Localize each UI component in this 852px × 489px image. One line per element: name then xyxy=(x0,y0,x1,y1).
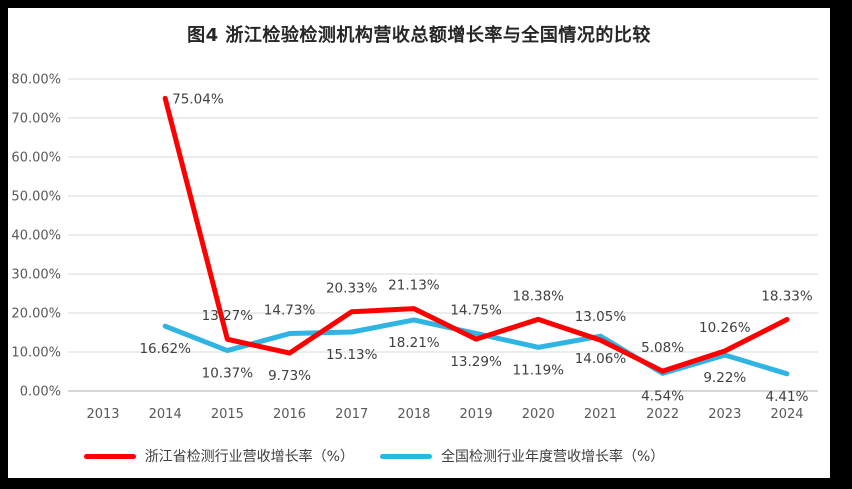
y-axis-tick-label: 40.00% xyxy=(11,229,61,244)
data-point-label: 10.37% xyxy=(202,366,254,382)
series-line xyxy=(162,317,790,377)
data-point-label: 14.75% xyxy=(450,302,502,318)
x-axis-tick-label: 2017 xyxy=(335,407,368,422)
data-point-label: 20.33% xyxy=(326,281,378,297)
data-point-label: 18.33% xyxy=(761,289,813,305)
series-line xyxy=(162,95,790,374)
x-axis-tick-label: 2022 xyxy=(646,407,679,422)
y-axis-tick-label: 60.00% xyxy=(11,151,61,166)
data-point-label: 15.13% xyxy=(326,347,378,363)
chart-card: 0.00% 10.00% 20.00% 30.00% 40.00% 50.00% 60.00… xyxy=(8,8,830,478)
x-axis-tick-label: 2016 xyxy=(273,407,306,422)
data-point-label: 9.73% xyxy=(268,368,311,384)
data-point-label: 14.06% xyxy=(575,351,627,367)
x-axis-tick-label: 2021 xyxy=(584,407,617,422)
data-point-label: 4.41% xyxy=(766,389,809,405)
data-point-label: 9.22% xyxy=(703,370,746,386)
x-axis-tick-label: 2013 xyxy=(86,407,119,422)
data-point-label: 18.21% xyxy=(388,335,440,351)
y-axis-tick-label: 20.00% xyxy=(11,307,61,322)
data-point-label: 13.29% xyxy=(450,354,502,370)
x-axis-tick-label: 2015 xyxy=(211,407,244,422)
x-axis-tick-label: 2024 xyxy=(770,407,803,422)
data-point-label: 18.38% xyxy=(513,288,565,304)
x-axis-tick-label: 2023 xyxy=(708,407,741,422)
legend-swatch-national-line xyxy=(380,453,432,459)
y-axis-tick-label: 70.00% xyxy=(11,112,61,127)
legend-item-zhejiang: 浙江省检测行业营收增长率（%） xyxy=(83,446,354,466)
data-point-label: 75.04% xyxy=(172,91,224,107)
chart-canvas: 0.00% 10.00% 20.00% 30.00% 40.00% 50.00% 60.00… xyxy=(11,73,818,422)
x-axis-tick-label: 2020 xyxy=(522,407,555,422)
y-axis-tick-label: 50.00% xyxy=(11,190,61,205)
data-point-label: 16.62% xyxy=(139,341,191,357)
legend-label-national: 全国检测行业年度营收增长率（%） xyxy=(441,449,665,465)
y-axis-tick-label: 80.00% xyxy=(11,73,61,88)
x-axis-tick-label: 2018 xyxy=(397,407,430,422)
y-axis-tick-label: 0.00% xyxy=(20,385,61,400)
data-point-label: 21.13% xyxy=(388,278,440,294)
legend-label-zhejiang: 浙江省检测行业营收增长率（%） xyxy=(144,449,354,465)
data-point-label: 5.08% xyxy=(641,340,684,356)
x-axis-tick-label: 2014 xyxy=(149,407,182,422)
data-point-label: 4.54% xyxy=(641,388,684,404)
legend-swatch-zhejiang-line xyxy=(83,453,136,459)
data-point-label: 13.27% xyxy=(202,308,254,324)
data-point-label: 11.19% xyxy=(513,362,565,378)
y-axis-tick-label: 10.00% xyxy=(11,346,61,361)
x-axis-tick-label: 2019 xyxy=(460,407,493,422)
chart-legend: 浙江省检测行业营收增长率（%） 全国检测行业年度营收增长率（%） xyxy=(8,446,830,466)
data-point-label: 13.05% xyxy=(575,309,627,325)
y-axis-tick-label: 30.00% xyxy=(11,268,61,283)
data-point-label: 10.26% xyxy=(699,320,751,336)
data-point-label: 14.73% xyxy=(264,303,316,319)
chart-title: 图4 浙江检验检测机构营收总额增长率与全国情况的比较 xyxy=(187,25,651,46)
legend-item-national: 全国检测行业年度营收增长率（%） xyxy=(380,446,664,466)
